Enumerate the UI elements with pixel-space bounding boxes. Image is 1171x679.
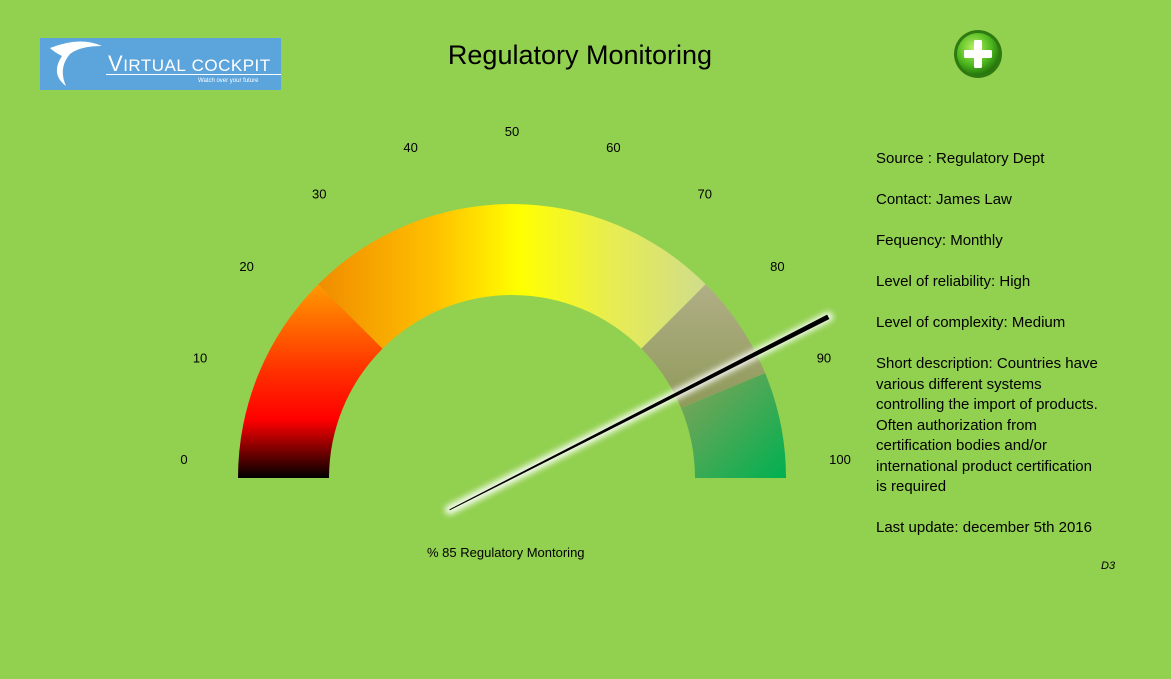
plus-circle-icon [954, 30, 1002, 78]
virtual-cockpit-logo: VIRTUAL COCKPIT Watch over your future [40, 38, 281, 90]
gauge-needle [449, 314, 830, 511]
add-button[interactable] [953, 29, 1003, 79]
gauge-tick-label: 60 [606, 140, 620, 155]
info-reliability: Level of reliability: High [876, 273, 1031, 290]
description-line: Short description: Countries have [876, 355, 1098, 372]
gauge-tick-label: 0 [180, 452, 187, 467]
gauge-tick-label: 50 [505, 124, 519, 139]
logo-underline [106, 74, 281, 75]
gauge-band-olive [641, 284, 766, 408]
info-description: Short description: Countries have variou… [876, 354, 1126, 498]
description-line: international product certification [876, 457, 1092, 475]
gauge-tick-label: 20 [239, 259, 253, 274]
description-line: controlling the import of products. [876, 396, 1098, 413]
gauge-tick-label: 10 [193, 351, 207, 366]
description-line: is required [876, 478, 947, 495]
gauge-caption: % 85 Regulatory Montoring [427, 545, 585, 560]
gauge-tick-label: 30 [312, 187, 326, 202]
gauge-tick-label: 100 [829, 452, 851, 467]
gauge-band-yellow [318, 204, 706, 349]
info-source: Source : Regulatory Dept [876, 150, 1045, 167]
description-line: various different systems [876, 375, 1042, 393]
gauge-tick-label: 40 [403, 140, 417, 155]
gauge-tick-label: 70 [698, 187, 712, 202]
info-complexity: Level of complexity: Medium [876, 314, 1066, 331]
logo-tagline: Watch over your future [198, 78, 259, 84]
description-line: Often authorization from [876, 416, 1037, 434]
logo-brand-text: VIRTUAL COCKPIT [108, 51, 271, 76]
info-contact: Contact: James Law [876, 191, 1012, 208]
description-line: certification bodies and/or [876, 437, 1047, 454]
info-panel: Source : Regulatory Dept Contact: James … [876, 149, 1126, 559]
footnote-label: D3 [1101, 560, 1116, 572]
page-title: Regulatory Monitoring [447, 40, 713, 70]
bird-logo-icon [50, 41, 102, 86]
info-frequency: Fequency: Monthly [876, 232, 1003, 249]
gauge-tick-label: 90 [817, 351, 831, 366]
gauge-tick-label: 80 [770, 259, 784, 274]
gauge-band-green [681, 373, 786, 478]
info-last-update: Last update: december 5th 2016 [876, 519, 1092, 536]
gauge-band-red [238, 284, 383, 478]
